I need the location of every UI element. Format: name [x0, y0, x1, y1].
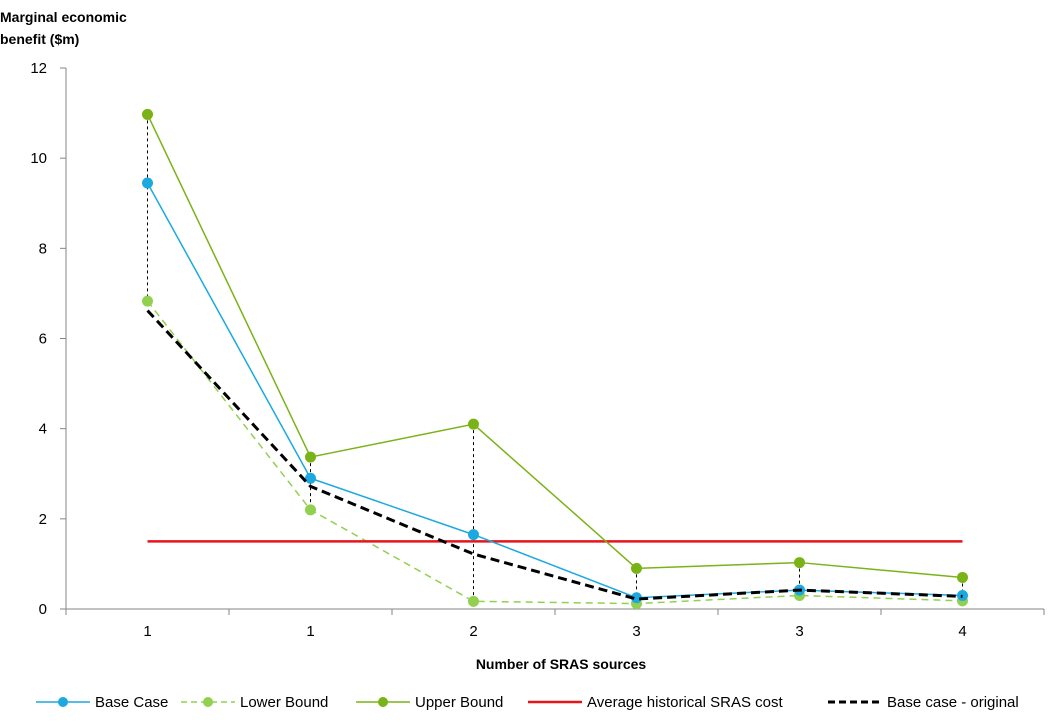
- point-base-case-2: [468, 529, 479, 541]
- point-upper-bound-5: [957, 571, 968, 583]
- y-tick-label-6: 12: [30, 60, 47, 77]
- series-lines: [142, 108, 968, 610]
- y-tick-label-1: 2: [39, 511, 47, 528]
- legend-item-lower-bound: Lower Bound: [181, 694, 328, 711]
- point-lower-bound-2: [468, 595, 479, 607]
- x-tick-label-3: 3: [632, 623, 640, 640]
- y-tick-label-0: 0: [39, 601, 47, 618]
- legend-marker-lower-bound: [203, 697, 213, 707]
- x-tick-label-5: 4: [958, 623, 966, 640]
- y-tick-label-5: 10: [30, 150, 47, 167]
- point-upper-bound-3: [631, 562, 642, 574]
- legend-label-base-case: Base Case: [95, 694, 168, 711]
- legend-label-average-historical-sras-cost: Average historical SRAS cost: [587, 694, 783, 711]
- series-base-case-original: [146, 309, 963, 601]
- legend: Base Case Lower Bound Upper Bound Average h…: [36, 694, 1019, 711]
- point-upper-bound-2: [468, 418, 479, 430]
- legend-marker-upper-bound: [378, 697, 388, 707]
- x-tick-label-1: 1: [306, 623, 314, 640]
- series-line-lower-bound: [146, 300, 963, 605]
- point-lower-bound-0: [142, 295, 153, 307]
- series-lower-bound: [142, 295, 968, 610]
- x-tick-label-0: 1: [143, 623, 151, 640]
- point-upper-bound-0: [142, 108, 153, 120]
- y-tick-label-4: 8: [39, 240, 47, 257]
- legend-label-lower-bound: Lower Bound: [240, 694, 328, 711]
- point-lower-bound-1: [305, 504, 316, 516]
- point-upper-bound-4: [794, 557, 805, 569]
- series-line-base-case: [146, 182, 963, 599]
- y-tick-label-2: 4: [39, 421, 47, 438]
- y-axis-label-line-1: Marginal economic: [0, 9, 127, 25]
- series-upper-bound: [142, 108, 968, 583]
- series-base-case: [142, 177, 968, 604]
- range-connectors: [147, 114, 963, 604]
- y-axis-label-line-2: benefit ($m): [0, 31, 79, 47]
- y-tick-label-3: 6: [39, 331, 47, 348]
- point-base-case-0: [142, 177, 153, 189]
- legend-label-base-case-original: Base case - original: [887, 694, 1019, 711]
- x-axis-label: Number of SRAS sources: [476, 656, 647, 672]
- legend-label-upper-bound: Upper Bound: [415, 694, 503, 711]
- x-tick-label-2: 2: [469, 623, 477, 640]
- point-upper-bound-1: [305, 451, 316, 463]
- legend-item-average-historical-sras-cost: Average historical SRAS cost: [528, 694, 783, 711]
- x-tick-label-4: 3: [795, 623, 803, 640]
- series-line-base-case-original: [146, 309, 963, 601]
- legend-item-base-case-original: Base case - original: [828, 694, 1019, 711]
- legend-item-upper-bound: Upper Bound: [356, 694, 503, 711]
- series-line-upper-bound: [146, 114, 963, 579]
- point-base-case-1: [305, 472, 316, 484]
- legend-item-base-case: Base Case: [36, 694, 168, 711]
- legend-marker-base-case: [58, 697, 68, 707]
